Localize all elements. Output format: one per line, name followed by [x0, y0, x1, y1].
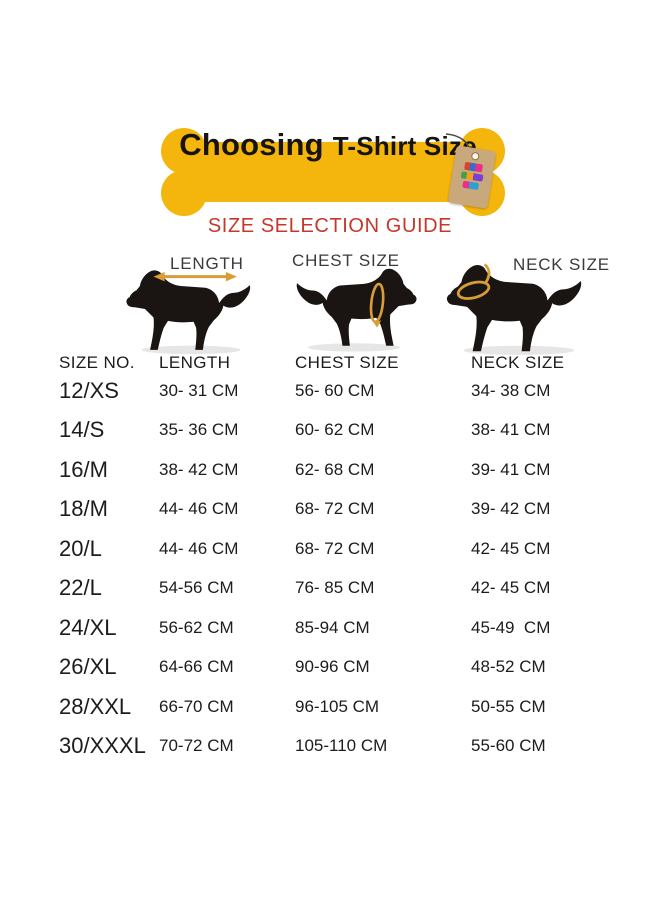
dog-silhouette-chest	[296, 268, 417, 352]
size-no-cell: 12/XS	[59, 377, 119, 403]
neck-cell: 38- 41 CM	[471, 420, 551, 440]
neck-band-icon	[456, 263, 491, 300]
chest-cell: 105-110 CM	[295, 736, 388, 756]
neck-cell: 42- 45 CM	[471, 538, 551, 558]
banner-title-main: Choosing	[179, 127, 324, 162]
table-row: 20/L 44- 46 CM 68- 72 CM 42- 45 CM	[0, 529, 660, 569]
neck-cell: 39- 42 CM	[471, 499, 551, 519]
length-cell: 64-66 CM	[159, 657, 234, 677]
size-table-header: SIZE NO. LENGTH CHEST SIZE NECK SIZE	[0, 353, 660, 372]
neck-cell: 45-49 CM	[471, 617, 551, 637]
length-cell: 44- 46 CM	[159, 538, 239, 558]
length-cell: 44- 46 CM	[159, 499, 239, 519]
length-cell: 54-56 CM	[159, 578, 234, 598]
col-header-chest: CHEST SIZE	[295, 353, 399, 372]
chest-cell: 76- 85 CM	[295, 578, 375, 598]
size-no-cell: 16/M	[59, 456, 108, 482]
chest-cell: 62- 68 CM	[295, 459, 375, 479]
length-arrow-icon	[153, 271, 237, 282]
size-no-cell: 28/XXL	[59, 693, 132, 719]
size-no-cell: 18/M	[59, 496, 108, 522]
neck-cell: 55-60 CM	[471, 736, 546, 756]
neck-cell: 39- 41 CM	[471, 459, 551, 479]
length-cell: 30- 31 CM	[159, 380, 239, 400]
chest-cell: 90-96 CM	[295, 657, 370, 677]
chest-cell: 68- 72 CM	[295, 499, 375, 519]
table-row: 16/M 38- 42 CM 62- 68 CM 39- 41 CM	[0, 450, 660, 490]
table-row: 22/L 54-56 CM 76- 85 CM 42- 45 CM	[0, 569, 660, 609]
neck-cell: 34- 38 CM	[471, 380, 551, 400]
length-cell: 35- 36 CM	[159, 420, 239, 440]
neck-cell: 48-52 CM	[471, 657, 546, 677]
chest-size-label: CHEST SIZE	[292, 251, 400, 270]
length-cell: 56-62 CM	[159, 617, 234, 637]
table-row: 12/XS 30- 31 CM 56- 60 CM 34- 38 CM	[0, 371, 660, 411]
size-no-cell: 24/XL	[59, 614, 117, 640]
table-row: 14/S 35- 36 CM 60- 62 CM 38- 41 CM	[0, 411, 660, 451]
table-row: 30/XXXL 70-72 CM 105-110 CM 55-60 CM	[0, 727, 660, 767]
neck-cell: 42- 45 CM	[471, 578, 551, 598]
size-no-cell: 20/L	[59, 535, 102, 561]
length-cell: 66-70 CM	[159, 696, 234, 716]
length-label: LENGTH	[170, 254, 244, 273]
table-row: 28/XXL 66-70 CM 96-105 CM 50-55 CM	[0, 687, 660, 727]
chest-cell: 68- 72 CM	[295, 538, 375, 558]
dog-silhouette-neck	[446, 263, 582, 355]
col-header-neck: NECK SIZE	[471, 353, 565, 372]
size-table: SIZE NO. LENGTH CHEST SIZE NECK SIZE 12/…	[0, 353, 660, 766]
banner-title: Choosing T-Shirt Size	[178, 127, 478, 213]
size-no-cell: 30/XXXL	[59, 733, 146, 759]
chest-cell: 96-105 CM	[295, 696, 380, 716]
neck-size-label: NECK SIZE	[513, 255, 610, 274]
size-no-cell: 14/S	[59, 417, 105, 443]
dog-silhouette-length	[126, 270, 251, 355]
size-no-cell: 26/XL	[59, 654, 117, 680]
chest-cell: 85-94 CM	[295, 617, 370, 637]
banner-title-sub: T-Shirt Size	[332, 131, 477, 161]
table-row: 26/XL 64-66 CM 90-96 CM 48-52 CM	[0, 648, 660, 688]
chest-band-icon	[369, 282, 385, 328]
col-header-length: LENGTH	[159, 353, 231, 372]
table-row: 24/XL 56-62 CM 85-94 CM 45-49 CM	[0, 608, 660, 648]
length-cell: 70-72 CM	[159, 736, 234, 756]
col-header-size-no: SIZE NO.	[59, 353, 135, 372]
chest-cell: 60- 62 CM	[295, 420, 375, 440]
chest-cell: 56- 60 CM	[295, 380, 375, 400]
size-no-cell: 22/L	[59, 575, 102, 601]
length-cell: 38- 42 CM	[159, 459, 239, 479]
tag-logo-icon	[459, 161, 485, 191]
neck-cell: 50-55 CM	[471, 696, 546, 716]
section-subtitle: SIZE SELECTION GUIDE	[207, 215, 453, 237]
table-row: 18/M 44- 46 CM 68- 72 CM 39- 42 CM	[0, 490, 660, 530]
tag-hole	[470, 151, 480, 161]
